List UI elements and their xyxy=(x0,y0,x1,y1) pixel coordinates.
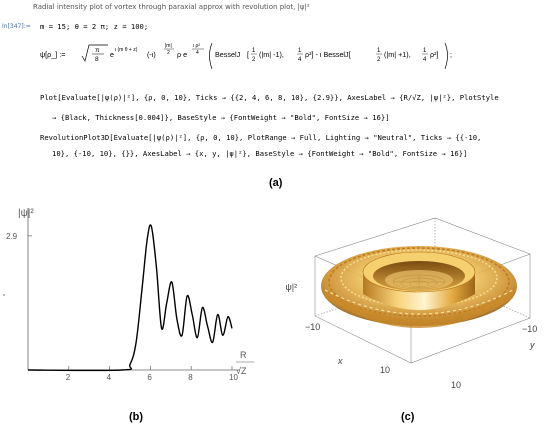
x-tick-pos: 10 xyxy=(380,365,390,375)
svg-text:1: 1 xyxy=(252,48,256,54)
panel-label-a: (a) xyxy=(269,177,283,189)
y-tick-neg: −10 xyxy=(522,324,537,334)
code-line-4: → {Black, Thickness[0.004]}, BaseStyle →… xyxy=(52,113,390,122)
panel-label-b: (b) xyxy=(129,411,144,423)
z-axis-label: |ψ|² xyxy=(285,282,297,292)
code-line-2-math: ψ[ρ_] := π 8 e ι (m θ + z) (-ι) |m| 2 ρ … xyxy=(40,42,452,70)
y-tick-label: 2.9 xyxy=(6,232,18,241)
psi-def-label: ψ[ρ_] := xyxy=(40,50,65,59)
intensity-curve xyxy=(27,224,233,372)
svg-text:2: 2 xyxy=(167,50,170,56)
svg-text:ρ²] - ι BesselJ[: ρ²] - ι BesselJ[ xyxy=(305,50,351,59)
svg-text:e: e xyxy=(110,50,114,59)
svg-text:1: 1 xyxy=(298,48,302,54)
margin-dot xyxy=(3,294,5,296)
svg-text:(|m| -1),: (|m| -1), xyxy=(259,50,284,59)
intensity-line-plot: 2 4 6 8 10 2.9 |ψ|² R √Z xyxy=(6,208,254,382)
x-tick-label: 2 xyxy=(66,373,71,382)
code-line-6: 10}, {-10, 10}, {}}, AxesLabel → {x, y, … xyxy=(52,149,468,158)
y-axis-label: y xyxy=(529,340,535,350)
x-tick-label: 4 xyxy=(107,373,112,382)
x-tick-label: 8 xyxy=(188,373,193,382)
svg-text:4: 4 xyxy=(298,57,302,63)
svg-text:2: 2 xyxy=(377,57,381,63)
panel-label-c: (c) xyxy=(401,411,415,423)
svg-text:1: 1 xyxy=(377,48,381,54)
svg-text:π: π xyxy=(95,47,100,54)
svg-text:ι ρ²: ι ρ² xyxy=(193,43,200,49)
x-tick-neg: −10 xyxy=(305,322,320,332)
x-tick-label: 10 xyxy=(229,373,238,382)
plot2d-group: 2 4 6 8 10 2.9 |ψ|² R √Z xyxy=(6,208,254,382)
axes-3d: |ψ|² −10 10 x −10 10 y xyxy=(285,282,537,390)
svg-text:2: 2 xyxy=(252,57,256,63)
svg-text:1: 1 xyxy=(423,48,427,54)
code-line-2: ψ[ρ_] := π 8 e ι (m θ + z) (-ι) |m| 2 ρ … xyxy=(40,37,545,75)
y-tick-pos: 10 xyxy=(451,380,461,390)
surface xyxy=(321,246,517,328)
x-axis-label: x xyxy=(337,356,343,366)
svg-text:ρ²]: ρ²] xyxy=(430,50,438,59)
svg-text:ρ e: ρ e xyxy=(177,50,187,59)
revolution-3d-plot: |ψ|² −10 10 x −10 10 y xyxy=(285,217,537,390)
svg-text:8: 8 xyxy=(95,56,99,63)
code-line-3: Plot[Evaluate[|ψ(ρ)|²], {ρ, 0, 10}, Tick… xyxy=(40,93,499,102)
svg-text:[: [ xyxy=(247,50,249,59)
svg-text:(-ι): (-ι) xyxy=(147,50,156,59)
code-line-1: m = 15; θ = 2 π; z = 100; xyxy=(40,22,149,31)
svg-text:|m|: |m| xyxy=(165,43,172,49)
cell-input-label: In[347]:= xyxy=(2,23,31,30)
cell-title: Radial intensity plot of vortex through … xyxy=(33,3,310,11)
svg-text:BesselJ: BesselJ xyxy=(215,50,241,59)
y-axis-label: |ψ|² xyxy=(18,208,34,219)
svg-text:(|m| +1),: (|m| +1), xyxy=(384,50,411,59)
x-axis-label-bottom: √Z xyxy=(236,366,247,376)
svg-text:4: 4 xyxy=(423,57,427,63)
svg-text:4: 4 xyxy=(196,50,199,56)
code-line-5: RevolutionPlot3D[Evaluate[|ψ(ρ)|²], {ρ, … xyxy=(40,133,482,142)
x-axis-label-top: R xyxy=(240,350,247,360)
x-tick-label: 6 xyxy=(147,373,152,382)
svg-text:ι (m θ + z): ι (m θ + z) xyxy=(115,47,138,53)
svg-text:;: ; xyxy=(450,50,452,59)
